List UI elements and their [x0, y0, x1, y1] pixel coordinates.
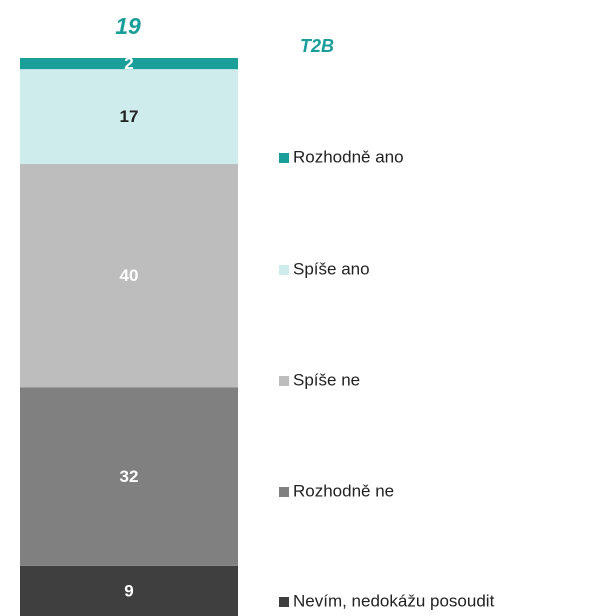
legend-swatch: [279, 153, 289, 163]
legend-text: Spíše ne: [293, 370, 360, 389]
total-value: 19: [115, 13, 141, 39]
legend-swatch: [279, 487, 289, 497]
total-label: T2B: [300, 36, 334, 56]
segment-label: 32: [120, 467, 139, 486]
bar-segment: [20, 565, 238, 616]
legend-swatch: [279, 597, 289, 607]
segment-label: 17: [120, 107, 139, 126]
legend-text: Nevím, nedokážu posoudit: [293, 591, 495, 610]
bar-segment: [20, 58, 238, 70]
segment-label: 2: [124, 54, 133, 73]
segment-label: 9: [124, 581, 133, 600]
legend-text: Spíše ano: [293, 259, 370, 278]
legend-text: Rozhodně ano: [293, 147, 404, 166]
legend-text: Rozhodně ne: [293, 481, 394, 500]
legend-swatch: [279, 265, 289, 275]
bar-segment: [20, 69, 238, 165]
bar-segment: [20, 164, 238, 388]
legend-swatch: [279, 376, 289, 386]
bar-segment: [20, 387, 238, 566]
segment-label: 40: [120, 266, 139, 285]
